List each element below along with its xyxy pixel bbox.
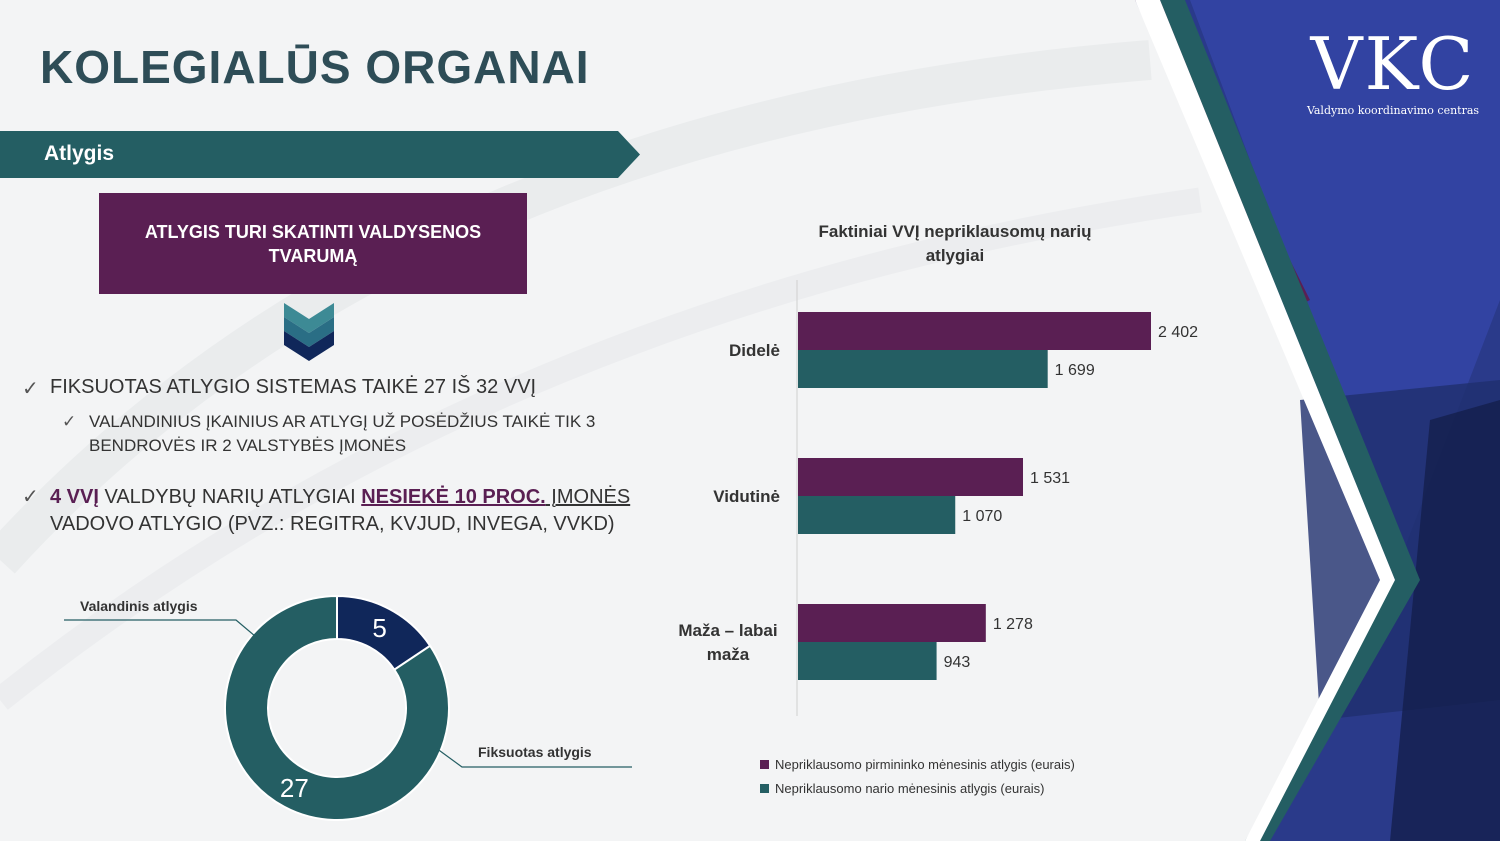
legend-swatch <box>760 783 769 793</box>
donut-slice-1 <box>224 594 450 821</box>
bar-0-0 <box>798 312 1151 350</box>
bar-value-label: 1 531 <box>1030 470 1070 487</box>
bar-2-1 <box>798 642 937 680</box>
legend-swatch <box>760 759 769 769</box>
bar-chart-title: Faktiniai VVĮ nepriklausomų narių atlygi… <box>818 222 1092 265</box>
category-label: Maža – labai <box>678 621 777 640</box>
legend-item-member: Nepriklausomo nario mėnesinis atlygis (e… <box>760 776 1075 800</box>
bar-value-label: 1 070 <box>962 508 1002 525</box>
legend-label: Nepriklausomo pirmininko mėnesinis atlyg… <box>775 756 1075 772</box>
bullet-text: 4 VVĮ VALDYBŲ NARIŲ ATLYGIAI NESIEKĖ 10 … <box>50 484 660 538</box>
bullet-text: VALANDINIUS ĮKAINIUS AR ATLYGĮ UŽ POSĖDŽ… <box>89 412 596 455</box>
bar-1-1 <box>798 496 956 534</box>
key-message-text: ATLYGIS TURI SKATINTI VALDYSENOS TVARUMĄ <box>144 221 482 266</box>
legend-item-chair: Nepriklausomo pirmininko mėnesinis atlyg… <box>760 752 1075 776</box>
bullet-text-part: VALDYBŲ NARIŲ ATLYGIAI <box>98 486 362 508</box>
bar-0-1 <box>798 350 1048 388</box>
bar-chart: 2 402 1 699 Didelė 1 531 1 070 Vidutinė 1 278 9… <box>678 280 1198 716</box>
key-message-box: ATLYGIS TURI SKATINTI VALDYSENOS TVARUMĄ <box>99 193 527 294</box>
bullet-text: FIKSUOTAS ATLYGIO SISTEMAS TAIKĖ 27 IŠ 3… <box>50 376 537 398</box>
donut-category-label: Valandinis atlygis <box>80 598 198 614</box>
bar-value-label: 1 699 <box>1055 362 1095 379</box>
section-label: Atlygis <box>44 142 115 165</box>
category-label: Vidutinė <box>713 487 780 506</box>
donut-value-label: 27 <box>280 773 309 803</box>
bullet-text-part: VADOVO ATLYGIO (PVZ.: REGITRA, KVJUD, IN… <box>50 513 615 535</box>
callout-line <box>435 747 632 768</box>
legend-label: Nepriklausomo nario mėnesinis atlygis (e… <box>775 780 1045 796</box>
bar-value-label: 943 <box>944 654 971 671</box>
page-title: KOLEGIALŪS ORGANAI <box>40 41 590 93</box>
donut-chart: 5 27 Valandinis atlygis Fiksuotas atlygis <box>64 594 632 821</box>
logo-text: VKC <box>1310 22 1476 106</box>
section-banner <box>0 131 640 178</box>
bullet-text-underlined: ĮMONĖS <box>545 486 631 508</box>
bar-2-0 <box>798 604 986 642</box>
bar-1-0 <box>798 458 1023 496</box>
chevron-down-icon <box>284 303 334 361</box>
bullet-highlight: 4 VVĮ <box>50 486 99 508</box>
bar-value-label: 2 402 <box>1158 324 1198 341</box>
bullet-highlight-underlined: NESIEKĖ 10 PROC. <box>361 486 546 508</box>
logo-subtitle: Valdymo koordinavimo centras <box>1306 104 1480 117</box>
callout-line <box>64 619 263 643</box>
donut-value-label: 5 <box>372 613 386 643</box>
check-icon: ✓ <box>62 412 77 431</box>
vkc-logo: VKC Valdymo koordinavimo centras <box>1296 28 1490 117</box>
chart-legend: Nepriklausomo pirmininko mėnesinis atlyg… <box>760 752 1075 800</box>
bar-value-label: 1 278 <box>993 616 1033 633</box>
check-icon: ✓ <box>22 486 39 508</box>
donut-category-label: Fiksuotas atlygis <box>478 744 592 760</box>
category-label: Didelė <box>729 341 780 360</box>
category-label: maža <box>707 645 750 664</box>
check-icon: ✓ <box>22 378 39 400</box>
